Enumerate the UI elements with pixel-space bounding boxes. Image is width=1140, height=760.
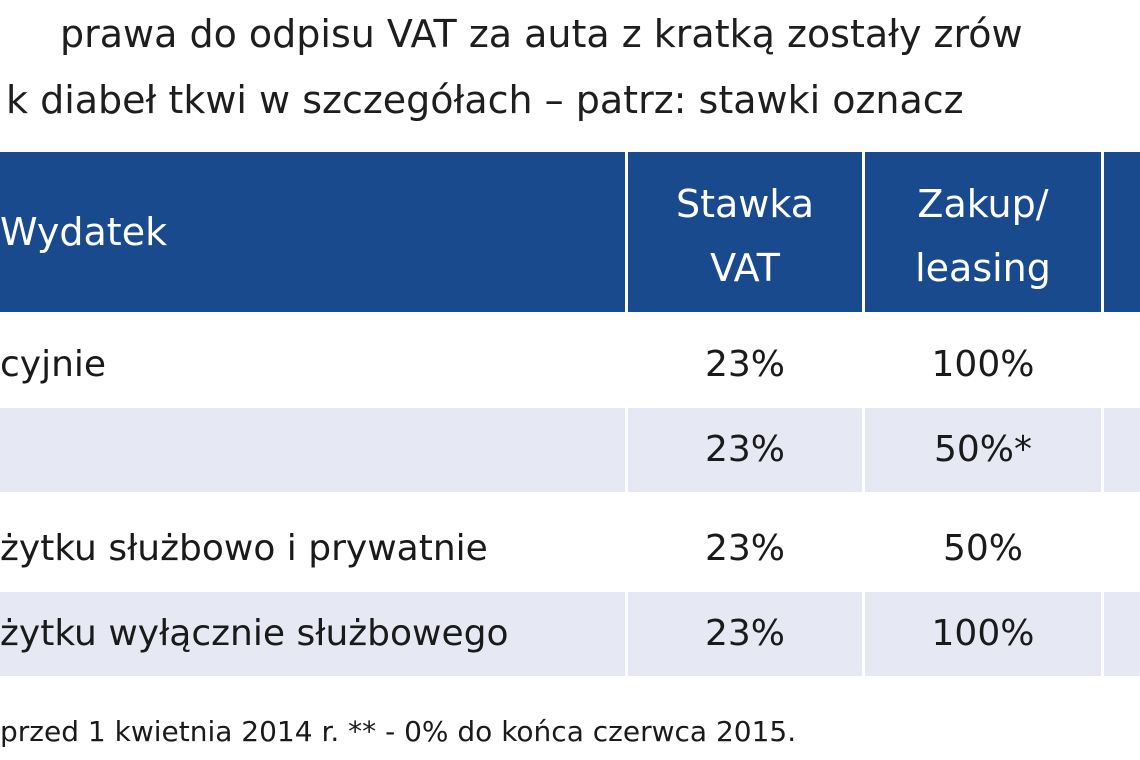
row-purchase: 50% [942, 528, 1023, 569]
row-divider [1101, 592, 1104, 676]
header-vat-rate-line-2: VAT [710, 246, 780, 290]
row-expense [0, 408, 620, 492]
row-divider [625, 408, 628, 492]
row-divider [862, 592, 865, 676]
table-row: cyjnie 23% 100% [0, 323, 1140, 407]
header-divider [862, 152, 865, 312]
row-purchase: 100% [931, 344, 1035, 385]
row-expense: żytku służbowo i prywatnie [0, 528, 488, 569]
row-divider [625, 507, 628, 591]
row-divider [1101, 408, 1104, 492]
row-purchase: 100% [931, 613, 1035, 654]
table-row: żytku służbowo i prywatnie 23% 50% [0, 507, 1140, 591]
row-divider [862, 408, 865, 492]
row-purchase: 50%* [933, 429, 1032, 470]
page-title-line-2: k diabeł tkwi w szczegółach – patrz: sta… [6, 78, 964, 122]
row-divider [1101, 507, 1104, 591]
header-divider [625, 152, 628, 312]
header-purchase-line-2: leasing [915, 246, 1051, 290]
row-divider [862, 323, 865, 407]
table-row: 23% 50%* [0, 408, 1140, 492]
header-vat-rate-line-1: Stawka [675, 182, 814, 226]
row-divider [625, 592, 628, 676]
row-vat-rate: 23% [704, 429, 785, 470]
page-title-line-1: prawa do odpisu VAT za auta z kratką zos… [60, 12, 1023, 56]
row-expense: cyjnie [0, 344, 107, 385]
table-header: Wydatek Stawka VAT Zakup/ leasing [0, 152, 1140, 312]
header-purchase-line-1: Zakup/ [917, 182, 1049, 226]
header-divider [1101, 152, 1104, 312]
row-expense: żytku wyłącznie służbowego [0, 613, 509, 654]
footnote: przed 1 kwietnia 2014 r. ** - 0% do końc… [0, 715, 797, 748]
row-vat-rate: 23% [704, 613, 785, 654]
table-row: żytku wyłącznie służbowego 23% 100% [0, 592, 1140, 676]
row-vat-rate: 23% [704, 344, 785, 385]
row-vat-rate: 23% [704, 528, 785, 569]
row-divider [862, 507, 865, 591]
row-divider [625, 323, 628, 407]
header-expense: Wydatek [0, 210, 168, 254]
row-divider [1101, 323, 1104, 407]
